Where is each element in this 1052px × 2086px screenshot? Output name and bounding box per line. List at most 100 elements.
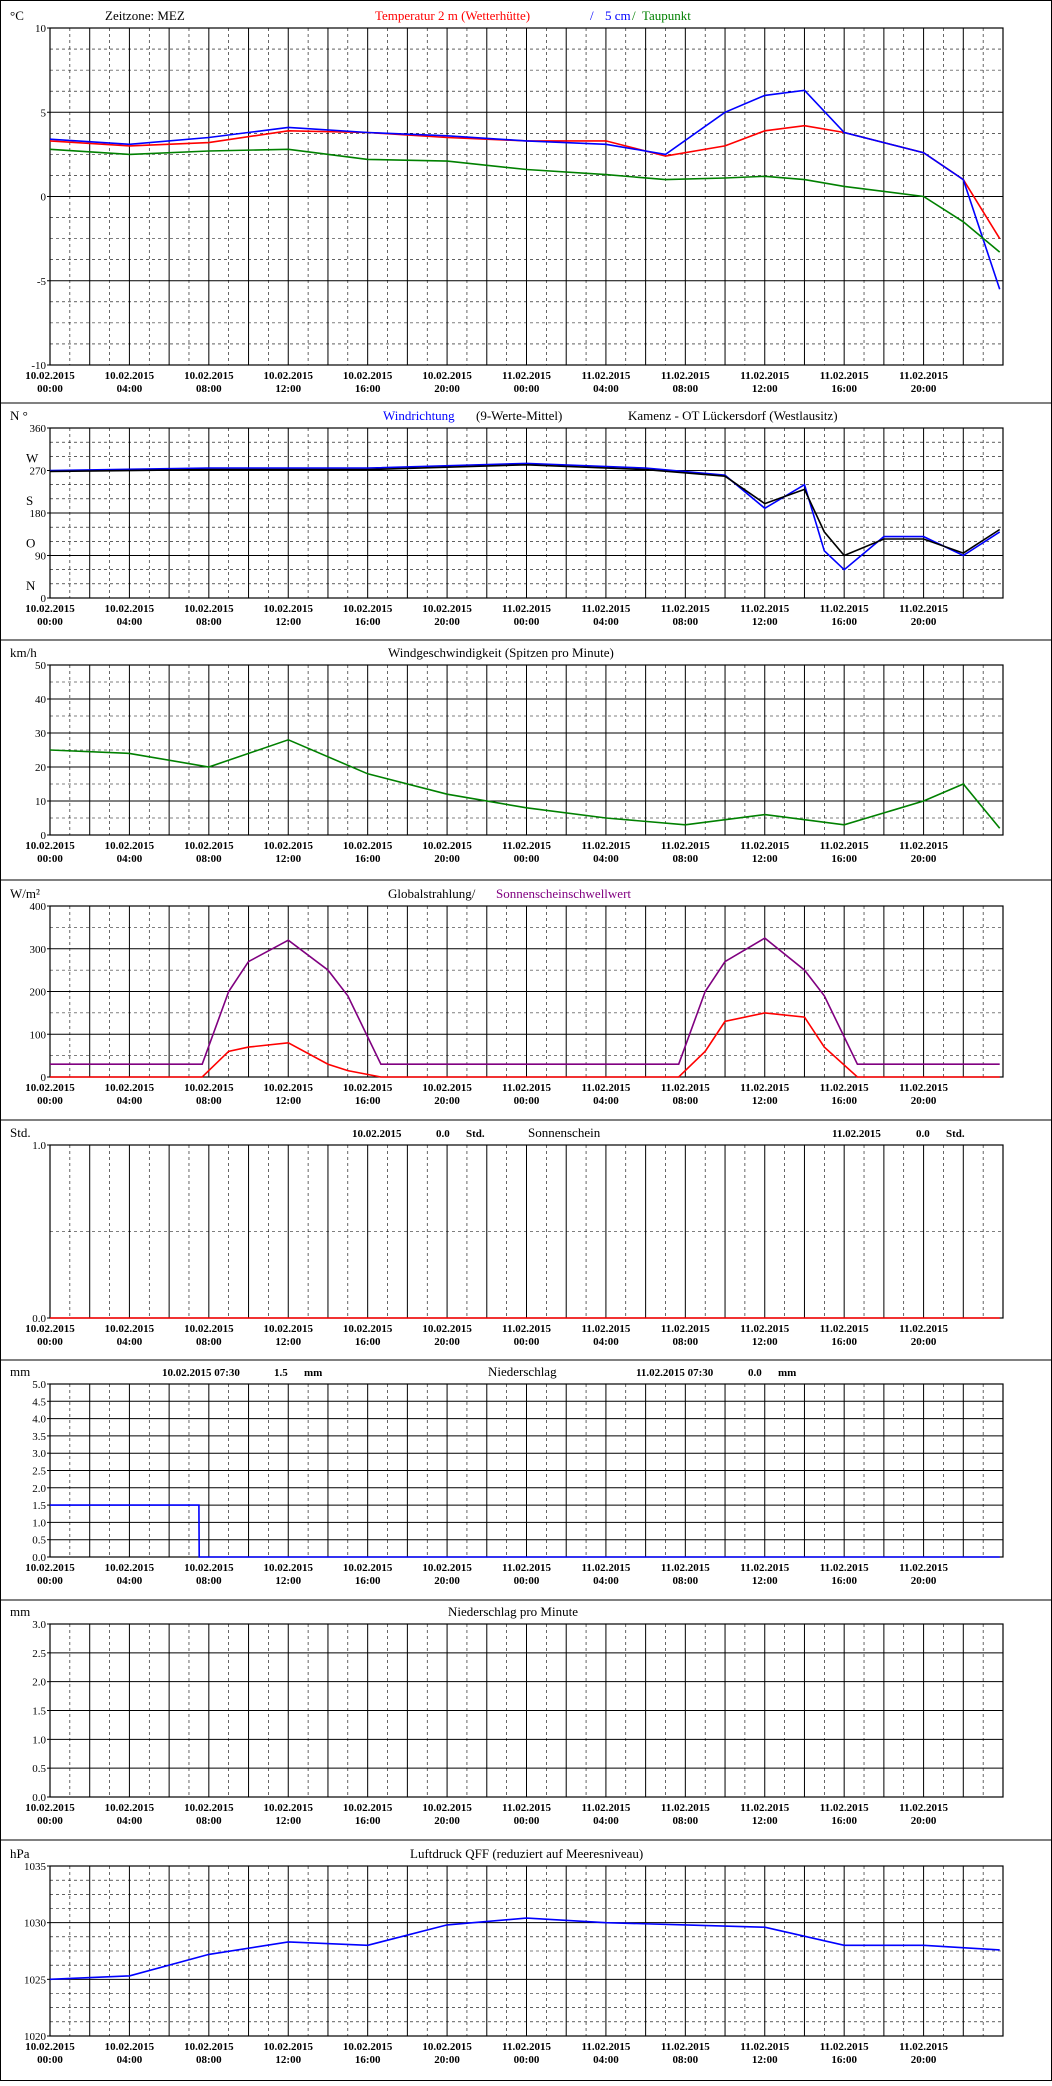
x-tick-time: 00:00: [37, 1575, 63, 1587]
x-tick-time: 08:00: [196, 1575, 222, 1587]
x-tick-time: 04:00: [593, 1095, 619, 1107]
x-tick-date: 11.02.2015: [581, 1562, 630, 1574]
y-tick-label: 30: [35, 728, 47, 740]
x-tick-time: 08:00: [196, 616, 222, 628]
y-tick-label: 0.5: [32, 1763, 46, 1775]
plot-frame: [49, 1865, 1004, 2037]
x-tick-time: 16:00: [355, 383, 381, 395]
x-tick-date: 11.02.2015: [820, 1802, 869, 1814]
x-tick-time: 00:00: [37, 2054, 63, 2066]
note-unit: mm: [304, 1367, 322, 1379]
x-tick-time: 00:00: [37, 853, 63, 865]
y-tick-label: 0.0: [32, 1552, 46, 1564]
x-tick-date: 11.02.2015: [820, 840, 869, 852]
y-tick-label: 5.0: [32, 1379, 46, 1391]
unit-label: Std.: [10, 1125, 31, 1140]
x-tick-date: 10.02.2015: [422, 1082, 472, 1094]
x-tick-date: 10.02.2015: [343, 1082, 393, 1094]
note-value: 1.5: [274, 1367, 288, 1379]
note-unit: Std.: [466, 1128, 485, 1140]
x-tick-date: 11.02.2015: [899, 1082, 948, 1094]
x-tick-time: 16:00: [355, 1815, 381, 1827]
x-tick-time: 16:00: [831, 1336, 857, 1348]
x-tick-date: 11.02.2015: [820, 370, 869, 382]
y-tick-label: 1020: [24, 2031, 47, 2043]
x-tick-time: 12:00: [275, 1095, 301, 1107]
compass-letter: O: [26, 536, 35, 551]
x-tick-time: 04:00: [593, 1575, 619, 1587]
x-tick-time: 16:00: [355, 1095, 381, 1107]
x-tick-time: 00:00: [514, 2054, 540, 2066]
x-tick-time: 12:00: [275, 1575, 301, 1587]
unit-label: mm: [10, 1364, 30, 1379]
y-tick-label: 3.5: [32, 1431, 46, 1443]
panel-6: 5.0 4.5 4.0 3.5 3.0 2.5 2.0 1.5 1.0 0.5 0.0 mm Niede…: [10, 1364, 1004, 1587]
x-tick-time: 04:00: [593, 1815, 619, 1827]
x-tick-time: 04:00: [593, 853, 619, 865]
x-tick-time: 20:00: [911, 853, 937, 865]
y-tick-label: 0: [41, 593, 47, 605]
y-tick-label: 1030: [24, 1918, 47, 1930]
x-tick-time: 12:00: [752, 383, 778, 395]
x-tick-time: 12:00: [752, 1575, 778, 1587]
x-tick-date: 10.02.2015: [422, 840, 472, 852]
x-tick-time: 04:00: [593, 383, 619, 395]
x-tick-time: 04:00: [117, 1095, 143, 1107]
x-tick-time: 16:00: [831, 616, 857, 628]
chart-title-part: /: [590, 8, 594, 23]
y-tick-label: 10: [35, 796, 47, 808]
x-tick-date: 10.02.2015: [264, 2041, 314, 2053]
x-tick-date: 11.02.2015: [581, 370, 630, 382]
y-tick-label: 0: [41, 1072, 47, 1084]
y-tick-label: 180: [30, 508, 47, 520]
x-tick-date: 11.02.2015: [820, 1323, 869, 1335]
x-tick-time: 12:00: [752, 853, 778, 865]
x-tick-date: 11.02.2015: [581, 1323, 630, 1335]
y-tick-label: 50: [35, 660, 47, 672]
note-date: 11.02.2015 07:30: [636, 1367, 714, 1379]
x-tick-time: 16:00: [355, 1575, 381, 1587]
x-tick-time: 08:00: [196, 1095, 222, 1107]
x-tick-date: 10.02.2015: [264, 840, 314, 852]
x-tick-time: 04:00: [593, 616, 619, 628]
x-tick-time: 16:00: [355, 1336, 381, 1348]
unit-label: mm: [10, 1604, 30, 1619]
x-tick-date: 11.02.2015: [661, 370, 710, 382]
compass-letter: W: [26, 451, 39, 466]
y-tick-label: 3.0: [32, 1448, 46, 1460]
chart-title-part: Temperatur 2 m (Wetterhütte): [375, 8, 530, 23]
x-tick-date: 11.02.2015: [581, 2041, 630, 2053]
y-tick-label: 270: [30, 466, 47, 478]
x-tick-time: 04:00: [593, 1336, 619, 1348]
panel-2: 360 270 180 90 0 W S O N N ° Windrichtung (9-Werte-…: [10, 408, 1004, 628]
x-tick-time: 08:00: [196, 383, 222, 395]
x-tick-date: 10.02.2015: [105, 840, 155, 852]
x-tick-date: 10.02.2015: [264, 1562, 314, 1574]
chart-title-part: Kamenz - OT Lückersdorf (Westlausitz): [628, 408, 838, 423]
y-tick-label: 5: [41, 107, 47, 119]
y-tick-label: 2.0: [32, 1677, 46, 1689]
x-tick-date: 10.02.2015: [25, 1562, 75, 1574]
panel-7: 3.0 2.5 2.0 1.5 1.0 0.5 0.0 mm Niederschlag pro …: [10, 1604, 1004, 1827]
series-line-1-1: [49, 124, 1001, 240]
x-tick-date: 11.02.2015: [899, 603, 948, 615]
x-tick-date: 11.02.2015: [581, 840, 630, 852]
x-tick-date: 10.02.2015: [25, 840, 75, 852]
y-tick-label: 2.5: [32, 1466, 46, 1478]
x-tick-date: 11.02.2015: [899, 1562, 948, 1574]
y-tick-label: -5: [37, 276, 47, 288]
x-tick-time: 08:00: [672, 853, 698, 865]
x-tick-date: 11.02.2015: [502, 370, 551, 382]
x-tick-date: 10.02.2015: [184, 1323, 234, 1335]
x-tick-time: 12:00: [275, 2054, 301, 2066]
series-line-4-2: [50, 937, 1000, 1065]
x-tick-time: 20:00: [911, 383, 937, 395]
x-tick-date: 10.02.2015: [422, 603, 472, 615]
unit-label: W/m²: [10, 886, 40, 901]
y-tick-label: 100: [30, 1029, 47, 1041]
x-tick-time: 04:00: [593, 2054, 619, 2066]
x-tick-date: 11.02.2015: [661, 603, 710, 615]
panel-8: 1035 1030 1025 1020 hPa Luftdruck QFF (reduzi…: [10, 1846, 1004, 2066]
